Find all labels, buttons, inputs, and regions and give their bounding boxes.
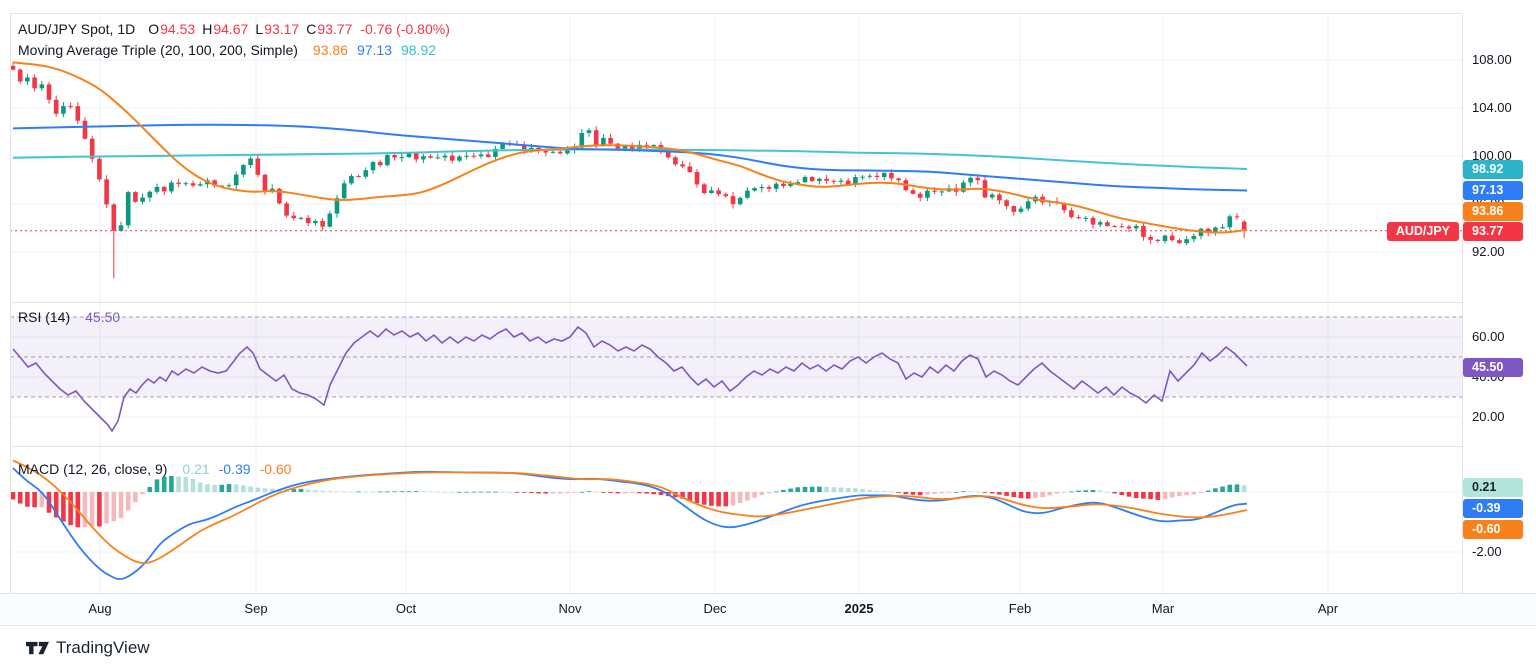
ma200-value: 98.92 [401, 42, 437, 58]
ma200-line [12, 148, 1248, 170]
ma100-line [12, 123, 1248, 192]
rsi-title: RSI (14) [18, 309, 71, 325]
ma-title: Moving Average Triple (20, 100, 200, Sim… [18, 42, 298, 58]
ohlc-low: L93.17 [255, 21, 300, 37]
time-axis-label: Apr [1317, 601, 1339, 616]
time-axis[interactable]: Aug Sep Oct Nov Dec 2025 Feb Mar Apr [0, 593, 1536, 626]
ma20-line [12, 61, 1248, 234]
macd-title: MACD (12, 26, close, 9) [18, 461, 168, 477]
rsi-value: 45.50 [85, 309, 121, 325]
moving-average-legend[interactable]: Moving Average Triple (20, 100, 200, Sim… [18, 42, 436, 58]
macd-legend[interactable]: MACD (12, 26, close, 9) 0.21 -0.39 -0.60 [18, 461, 291, 477]
time-axis-label: 2025 [844, 601, 874, 616]
symbol-title: AUD/JPY Spot, 1D [18, 21, 136, 37]
time-axis-label: Aug [88, 601, 112, 616]
symbol-legend[interactable]: AUD/JPY Spot, 1D O94.53 H94.67 L93.17 C93.77… [18, 21, 450, 37]
ohlc-change: -0.76 (-0.80%) [360, 21, 450, 37]
macd-signal-line [12, 459, 1248, 564]
macd-line-value: -0.39 [218, 461, 251, 477]
macd-line [12, 467, 1248, 581]
macd-histogram [10, 476, 1247, 528]
ohlc-high: H94.67 [202, 21, 249, 37]
candlestick-series [10, 62, 1247, 279]
ma20-value: 93.86 [312, 42, 348, 58]
time-axis-label: Mar [1151, 601, 1175, 616]
macd-signal-value: -0.60 [259, 461, 292, 477]
rsi-line [12, 325, 1248, 433]
rsi-legend[interactable]: RSI (14) 45.50 [18, 309, 120, 325]
time-axis-label: Sep [244, 601, 268, 616]
macd-hist-value: 0.21 [182, 461, 210, 477]
tradingview-logo-text: TradingView [56, 638, 150, 657]
time-axis-label: Feb [1008, 601, 1032, 616]
chart-plot-area[interactable] [0, 0, 1462, 593]
time-axis-label: Nov [558, 601, 582, 616]
tradingview-logo-icon [26, 641, 49, 654]
time-axis-label: Dec [703, 601, 727, 616]
tradingview-logo[interactable]: TradingView [26, 638, 150, 658]
price-axis[interactable] [1462, 13, 1536, 624]
ohlc-close: C93.77 [306, 21, 353, 37]
ma100-value: 97.13 [356, 42, 392, 58]
time-axis-label: Oct [395, 601, 417, 616]
ohlc-open: O94.53 [148, 21, 196, 37]
rsi-band [10, 316, 1462, 398]
